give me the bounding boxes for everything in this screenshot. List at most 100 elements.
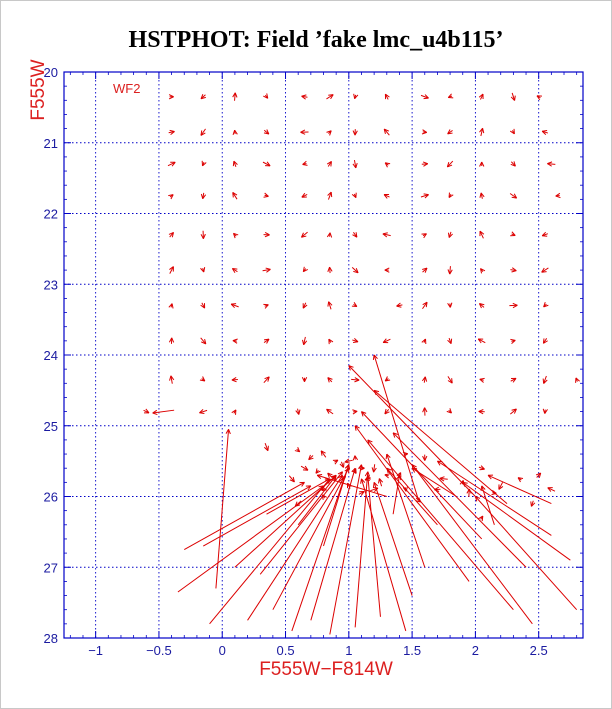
vector-head — [202, 376, 206, 382]
long-vector — [329, 464, 364, 635]
vector-shaft — [437, 460, 552, 536]
vector-head — [233, 233, 236, 239]
vector-head — [352, 234, 358, 238]
vector-shaft — [209, 478, 331, 625]
vector-shaft — [411, 467, 457, 497]
vector-head — [447, 129, 451, 135]
long-vector — [411, 464, 533, 625]
vector-head — [378, 478, 384, 483]
vector-head — [423, 97, 429, 100]
vector-shaft — [199, 409, 208, 414]
vector-head — [423, 233, 427, 239]
vector-head — [330, 94, 334, 100]
vector-head — [354, 455, 359, 461]
x-tick-label: −0.5 — [146, 643, 172, 658]
vector-shaft — [262, 268, 271, 272]
small-vector — [301, 377, 308, 382]
vector-head — [232, 161, 235, 167]
vector-head — [542, 338, 545, 344]
small-vector — [231, 377, 238, 383]
cluster-vector — [315, 468, 321, 474]
small-vector — [200, 302, 206, 309]
small-vector — [199, 409, 208, 415]
long-vector — [365, 475, 381, 617]
vector-head — [329, 130, 332, 136]
y-tick-label: 22 — [44, 207, 58, 222]
long-vector — [360, 411, 483, 540]
vector-head — [373, 482, 375, 488]
vector-head — [448, 233, 453, 238]
vector-head — [513, 193, 518, 199]
small-vector — [575, 377, 580, 383]
vector-head — [360, 491, 365, 496]
vector-head — [344, 461, 350, 464]
vector-head — [315, 468, 318, 474]
x-tick-label: 0 — [219, 643, 226, 658]
vector-head — [171, 232, 175, 238]
vector-head — [201, 341, 207, 345]
vector-head — [382, 232, 388, 235]
vector-head — [384, 376, 388, 382]
vector-head — [266, 93, 269, 99]
vector-head — [294, 450, 300, 453]
vector-head — [232, 340, 238, 344]
small-vector — [200, 267, 206, 273]
vector-shaft — [487, 474, 552, 505]
vector-head — [321, 494, 324, 500]
vector-head — [474, 496, 478, 502]
vector-head — [547, 163, 552, 167]
vector-head — [424, 94, 429, 99]
vector-head — [233, 232, 239, 236]
vector-head — [169, 375, 172, 381]
vector-head — [447, 380, 453, 384]
vector-head — [544, 409, 548, 414]
vector-head — [354, 130, 358, 136]
vector-head — [447, 93, 452, 98]
small-vector — [232, 192, 238, 200]
vector-head — [384, 162, 388, 168]
vector-head — [384, 269, 390, 273]
vector-shaft — [354, 471, 369, 628]
vector-head — [538, 472, 542, 478]
vector-head — [231, 303, 237, 305]
vector-shaft — [541, 267, 549, 273]
vector-shaft — [547, 163, 556, 165]
vector-head — [364, 471, 369, 477]
vector-head — [168, 96, 174, 100]
vector-head — [422, 129, 428, 133]
vector-shaft — [509, 408, 517, 415]
vector-shaft — [547, 487, 556, 492]
vector-head — [354, 377, 360, 381]
vector-head — [541, 130, 547, 136]
small-vector — [478, 409, 485, 415]
vector-head — [513, 408, 517, 414]
vector-head — [301, 377, 305, 382]
cluster-vector — [478, 465, 485, 471]
x-tick-label: 2.5 — [530, 643, 548, 658]
small-vector — [547, 161, 556, 167]
vector-shaft — [177, 485, 324, 593]
vector-shaft — [475, 496, 578, 611]
vector-head — [446, 410, 452, 414]
cluster-vector — [339, 461, 345, 468]
vector-shaft — [301, 231, 308, 238]
vector-head — [330, 161, 332, 167]
vector-shaft — [420, 194, 429, 198]
vector-head — [511, 267, 517, 272]
vector-head — [202, 194, 207, 200]
vector-head — [348, 365, 354, 368]
vector-head — [450, 338, 453, 344]
small-vector — [509, 128, 515, 135]
vector-head — [423, 163, 429, 167]
vector-shaft — [184, 481, 305, 550]
vector-shaft — [367, 439, 514, 611]
vector-head — [171, 303, 174, 309]
cluster-vector — [332, 459, 339, 465]
vector-head — [145, 408, 150, 414]
vector-shaft — [310, 468, 356, 621]
vector-head — [541, 271, 547, 273]
vector-head — [168, 94, 174, 98]
vector-head — [547, 487, 552, 492]
small-vector — [232, 129, 238, 136]
